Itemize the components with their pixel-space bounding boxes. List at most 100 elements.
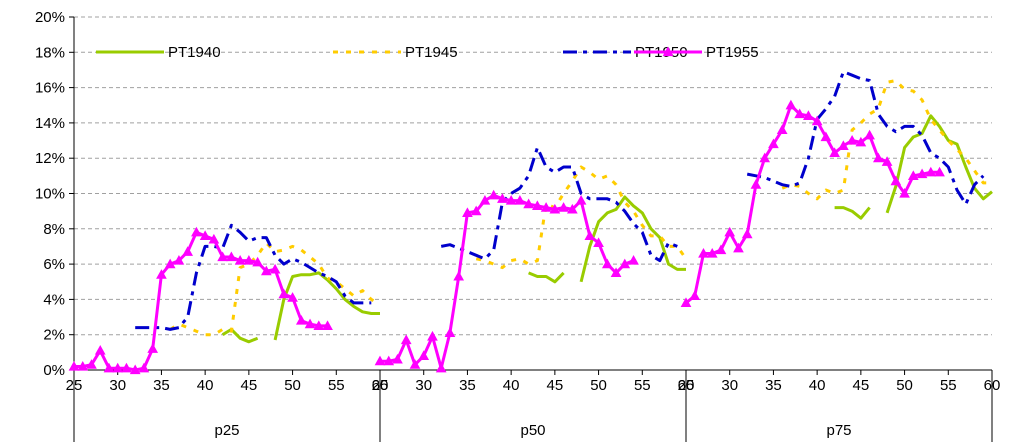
y-tick-label: 12% [35, 150, 65, 167]
panel-label: p75 [826, 422, 851, 439]
data-marker [208, 233, 220, 244]
x-tick-label: 45 [547, 377, 564, 394]
x-tick-label: 45 [853, 377, 870, 394]
data-marker [829, 147, 840, 158]
y-tick-label: 10% [35, 186, 65, 203]
series-line [528, 271, 565, 284]
legend-item-PT1945: PT1945 [333, 44, 458, 61]
data-marker [794, 108, 806, 119]
x-tick-label: 50 [590, 377, 607, 394]
legend-label: PT1940 [168, 44, 221, 61]
data-marker [453, 270, 465, 281]
series-line [685, 103, 940, 305]
x-tick-label: 50 [896, 377, 913, 394]
x-tick-label: 40 [809, 377, 826, 394]
data-marker [820, 131, 832, 142]
x-tick-label: 45 [241, 377, 258, 394]
data-marker [881, 156, 893, 166]
data-marker [479, 195, 491, 205]
data-marker [497, 193, 508, 203]
data-marker [628, 255, 639, 265]
data-marker [435, 362, 447, 373]
y-tick-label: 2% [43, 327, 65, 344]
y-tick-label: 20% [35, 9, 65, 26]
legend-label: PT1945 [405, 44, 458, 61]
data-marker [890, 175, 902, 186]
x-tick-label: 35 [459, 377, 476, 394]
series-line [781, 79, 992, 201]
data-marker [243, 255, 255, 265]
data-marker [217, 251, 228, 262]
gridlines [74, 16, 992, 336]
series-PT1955 [68, 99, 945, 375]
y-tick-label: 16% [35, 80, 65, 97]
x-tick-label: 50 [284, 377, 301, 394]
x-tick-label: 55 [634, 377, 651, 394]
data-marker [750, 179, 762, 189]
data-marker [899, 187, 910, 198]
x-tick-label: 35 [765, 377, 782, 394]
x-tick-label: 55 [328, 377, 345, 394]
data-marker [444, 327, 456, 338]
data-marker [619, 258, 631, 269]
series-line [746, 70, 985, 206]
y-tick-label: 4% [43, 291, 65, 308]
y-tick-label: 14% [35, 115, 65, 132]
data-marker [907, 170, 919, 180]
y-tick-label: 0% [43, 362, 65, 379]
legend-item-PT1940: PT1940 [96, 44, 221, 61]
data-marker [514, 195, 526, 205]
data-marker [427, 330, 438, 341]
series-PT1945 [169, 79, 992, 337]
data-marker [776, 124, 788, 135]
data-marker [540, 202, 552, 212]
data-marker [295, 315, 307, 325]
data-marker [872, 152, 884, 163]
data-marker [313, 320, 325, 330]
data-marker [86, 359, 97, 369]
data-marker [77, 360, 89, 371]
y-tick-label: 6% [43, 256, 65, 273]
axes: 0% 2% 4% 6% 8% 10% 12% 14% 16% 18% 20% 25 30 35 40 45 50… [35, 9, 1000, 442]
data-marker [864, 129, 875, 140]
series-line [273, 271, 380, 341]
data-marker [138, 362, 150, 373]
series-line [169, 241, 381, 337]
data-marker [558, 202, 569, 212]
data-marker [803, 110, 814, 120]
data-marker [934, 166, 945, 177]
data-marker [715, 244, 727, 255]
data-marker [662, 46, 674, 57]
series-line [834, 206, 871, 220]
data-marker [601, 258, 613, 269]
data-marker [741, 228, 753, 239]
data-marker [566, 203, 578, 214]
data-marker [855, 136, 867, 147]
data-marker [226, 251, 237, 262]
x-tick-label: 25 [372, 377, 389, 394]
data-marker [68, 360, 80, 371]
y-tick-label: 18% [35, 44, 65, 61]
legend: PT1940 PT1945 PT1950 PT1955 [96, 44, 759, 61]
data-marker [156, 269, 167, 279]
data-marker [304, 318, 316, 329]
data-marker [191, 226, 202, 237]
y-tick-label: 8% [43, 221, 65, 238]
data-marker [278, 288, 290, 299]
data-marker [252, 256, 263, 267]
data-marker [374, 355, 386, 366]
x-tick-label: 55 [940, 377, 957, 394]
panel-label: p50 [520, 422, 545, 439]
data-marker [400, 334, 412, 345]
x-tick-label: 25 [678, 377, 695, 394]
data-marker [234, 255, 246, 265]
data-marker [383, 355, 395, 366]
panel-label: p25 [214, 422, 239, 439]
data-marker [916, 168, 928, 179]
data-marker [706, 247, 718, 258]
data-marker [733, 242, 744, 253]
data-marker [811, 115, 823, 126]
data-marker [121, 362, 132, 373]
data-marker [182, 246, 194, 256]
